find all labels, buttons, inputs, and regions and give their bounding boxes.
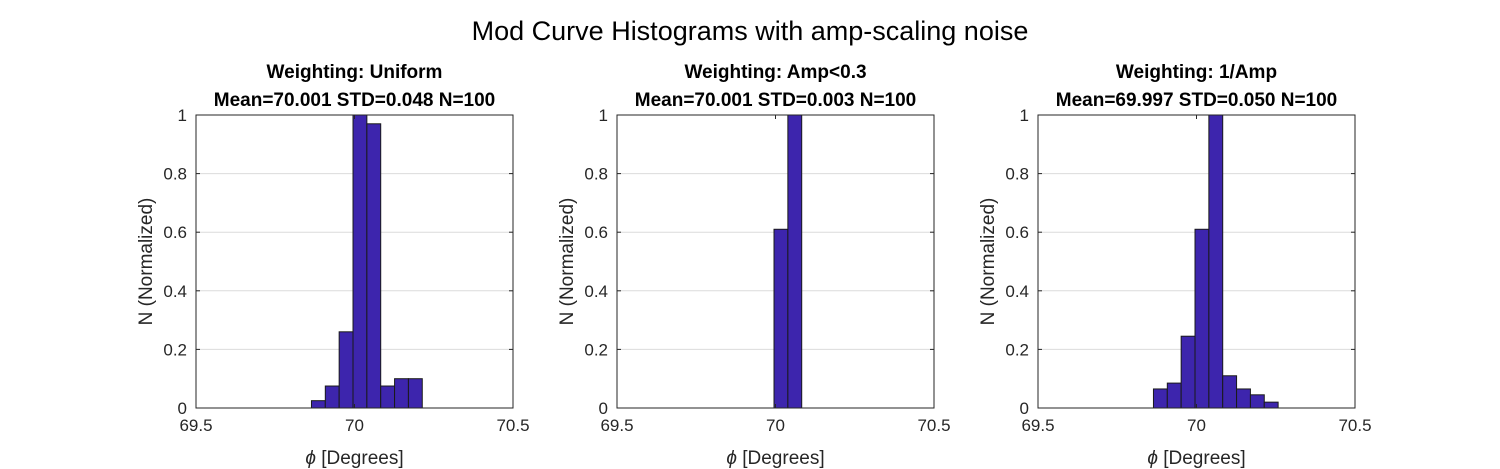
x-tick-label: 70 <box>345 416 364 435</box>
y-tick-label: 0.6 <box>163 223 187 242</box>
y-tick-label: 0.2 <box>584 340 608 359</box>
histogram-bar <box>1208 114 1224 409</box>
x-axis-unit: [Degrees] <box>737 448 825 469</box>
histogram-bar <box>1249 394 1265 409</box>
histogram-panel-2: 69.5 70 70.5 0 0.2 0.4 0.6 0.8 1 Weighting: Amp<0… <box>557 62 951 469</box>
y-tick-label: 1 <box>178 106 187 125</box>
y-tick-label: 0.4 <box>584 282 608 301</box>
y-tick-label: 0.6 <box>584 223 608 242</box>
histogram-bar <box>407 378 423 409</box>
figure-title: Mod Curve Histograms with amp-scaling no… <box>472 16 1029 46</box>
histogram-bar <box>366 123 382 409</box>
y-tick-label: 0.2 <box>1005 340 1029 359</box>
x-tick-label: 70 <box>766 416 785 435</box>
x-tick-label: 70.5 <box>917 416 950 435</box>
x-tick-label: 69.5 <box>179 416 212 435</box>
histogram-bar <box>1166 382 1182 409</box>
histogram-panels: 69.5 70 70.5 0 0.2 0.4 0.6 0.8 1 Weighting: Unifo… <box>136 62 1372 469</box>
panel-title: Weighting: 1/Amp <box>1116 62 1277 83</box>
y-tick-label: 0 <box>1020 399 1029 418</box>
histogram-bar <box>352 114 368 409</box>
histogram-bar <box>1263 401 1279 409</box>
x-tick-label: 70.5 <box>496 416 529 435</box>
x-axis-label: ϕ [Degrees] <box>1147 448 1245 469</box>
x-axis-unit: [Degrees] <box>1158 448 1246 469</box>
x-axis-label: ϕ [Degrees] <box>305 448 403 469</box>
y-tick-label: 0.8 <box>1005 165 1029 184</box>
phi-symbol: ϕ <box>305 448 316 469</box>
histogram-bar <box>787 114 803 409</box>
histogram-bar <box>324 385 340 409</box>
panel-title: Weighting: Amp<0.3 <box>684 62 866 83</box>
histogram-bar <box>1194 228 1210 409</box>
phi-symbol: ϕ <box>1147 448 1158 469</box>
x-tick-label: 70 <box>1187 416 1206 435</box>
y-tick-label: 0.8 <box>163 165 187 184</box>
panel-stats: Mean=70.001 STD=0.003 N=100 <box>635 90 917 111</box>
x-tick-label: 69.5 <box>600 416 633 435</box>
x-tick-label: 69.5 <box>1021 416 1054 435</box>
x-tick-label: 70.5 <box>1338 416 1371 435</box>
histogram-bar <box>394 378 409 409</box>
y-tick-label: 0.2 <box>163 340 187 359</box>
x-axis-label: ϕ [Degrees] <box>726 448 824 469</box>
histogram-bar <box>380 385 396 409</box>
histogram-panel-1: 69.5 70 70.5 0 0.2 0.4 0.6 0.8 1 Weighting: Unifo… <box>136 62 530 469</box>
y-tick-label: 0.4 <box>163 282 187 301</box>
histogram-bar <box>338 331 354 409</box>
histogram-panel-3: 69.5 70 70.5 0 0.2 0.4 0.6 0.8 1 Weighting: 1/Amp… <box>978 62 1372 469</box>
y-tick-label: 1 <box>1020 106 1029 125</box>
y-axis-label: N (Normalized) <box>557 198 578 326</box>
panel-title: Weighting: Uniform <box>267 62 443 83</box>
y-axis-label: N (Normalized) <box>136 198 157 326</box>
y-axis-label: N (Normalized) <box>978 198 999 326</box>
histogram-bar <box>1222 375 1238 409</box>
y-tick-label: 1 <box>599 106 608 125</box>
panel-stats: Mean=70.001 STD=0.048 N=100 <box>214 90 496 111</box>
histogram-bar <box>1236 388 1251 409</box>
y-tick-label: 0 <box>178 399 187 418</box>
histogram-bar <box>1152 388 1168 409</box>
y-tick-label: 0.4 <box>1005 282 1029 301</box>
phi-symbol: ϕ <box>726 448 737 469</box>
histogram-bar <box>773 228 789 409</box>
y-tick-label: 0.8 <box>584 165 608 184</box>
y-tick-label: 0 <box>599 399 608 418</box>
y-tick-label: 0.6 <box>1005 223 1029 242</box>
histogram-bar <box>1180 335 1196 409</box>
histogram-bar <box>310 400 326 409</box>
panel-stats: Mean=69.997 STD=0.050 N=100 <box>1056 90 1338 111</box>
x-axis-unit: [Degrees] <box>316 448 404 469</box>
